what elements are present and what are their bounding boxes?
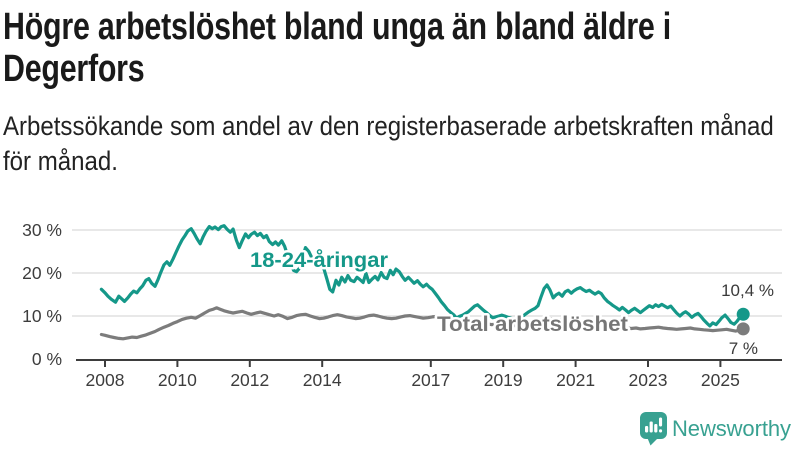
- x-tick-label-2019: 2019: [484, 370, 523, 390]
- x-tick-label-2023: 2023: [629, 370, 668, 390]
- x-tick-label-2012: 2012: [230, 370, 269, 390]
- chart-subtitle-line-1: Arbetssökande som andel av den registerb…: [3, 111, 774, 141]
- y-tick-label-20: 20 %: [22, 263, 62, 283]
- chart-series: [99, 224, 745, 341]
- chart-labels: Total arbetslöshet 7 % 18-24-åringar 10,4 %: [248, 247, 775, 359]
- end-value-label-youth: 10,4 %: [721, 281, 774, 300]
- end-dot-total: [736, 322, 750, 336]
- chart-title-line-1: Högre arbetslöshet bland unga än bland ä…: [3, 6, 672, 48]
- unemployment-line-chart: 0 % 10 % 20 % 30 % 2008 2010 2012 2014 2017 2019…: [22, 220, 782, 390]
- gridlines: 0 % 10 % 20 % 30 %: [22, 220, 782, 369]
- series-label-youth: 18-24-åringar: [250, 249, 388, 272]
- chart-subtitle-line-2: för månad.: [3, 146, 118, 176]
- x-tick-label-2025: 2025: [701, 370, 740, 390]
- newsworthy-wordmark: Newsworthy: [672, 416, 791, 441]
- x-tick-label-2008: 2008: [86, 370, 125, 390]
- x-tick-label-2010: 2010: [158, 370, 197, 390]
- x-axis: 2008 2010 2012 2014 2017 2019 2021 2023 2025: [76, 359, 782, 390]
- y-tick-label-10: 10 %: [22, 306, 62, 326]
- series-line-youth: [99, 224, 745, 328]
- y-tick-label-0: 0 %: [32, 349, 62, 369]
- newsworthy-icon: [640, 412, 667, 446]
- x-tick-label-2021: 2021: [556, 370, 595, 390]
- end-value-label-total: 7 %: [729, 339, 758, 358]
- chart-title-line-2: Degerfors: [3, 48, 145, 90]
- end-dot-youth: [736, 307, 750, 321]
- chart-title: Högre arbetslöshet bland unga än bland ä…: [3, 6, 671, 90]
- x-tick-label-2014: 2014: [303, 370, 342, 390]
- series-line-total: [99, 306, 745, 341]
- x-tick-label-2017: 2017: [411, 370, 450, 390]
- newsworthy-logo-link[interactable]: Newsworthy: [636, 410, 796, 447]
- chart-subtitle: Arbetssökande som andel av den registerb…: [3, 109, 774, 179]
- y-tick-label-30: 30 %: [22, 220, 62, 240]
- series-label-total: Total arbetslöshet: [437, 313, 628, 336]
